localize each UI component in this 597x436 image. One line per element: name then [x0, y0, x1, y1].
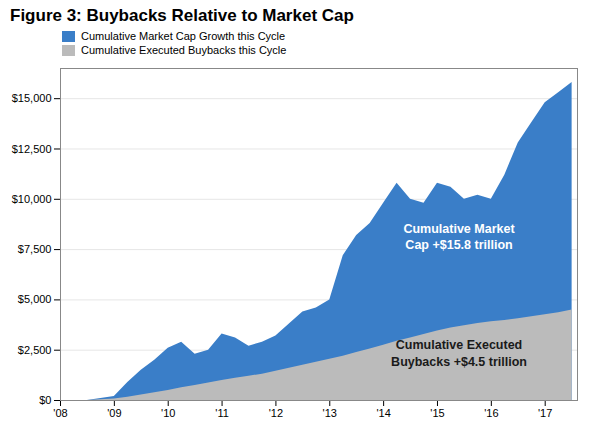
- svg-text:Cumulative ExecutedBuybacks +$: Cumulative ExecutedBuybacks +$4.5 trilli…: [391, 338, 527, 368]
- svg-text:$15,000: $15,000: [12, 92, 52, 104]
- svg-text:$12,500: $12,500: [12, 143, 52, 155]
- html-text:Figure 3: Buybacks Relative to: Figure 3: Buybacks Relative to Market Ca…: [10, 6, 354, 25]
- svg-text:'09: '09: [107, 407, 121, 419]
- svg-text:'15: '15: [430, 407, 444, 419]
- svg-text:$0: $0: [39, 394, 51, 406]
- svg-text:'14: '14: [376, 407, 390, 419]
- svg-text:$7,500: $7,500: [18, 243, 52, 255]
- svg-text:'11: '11: [215, 407, 229, 419]
- svg-text:$10,000: $10,000: [12, 193, 52, 205]
- svg-text:'17: '17: [538, 407, 552, 419]
- svg-text:'12: '12: [269, 407, 283, 419]
- svg-text:'08: '08: [53, 407, 67, 419]
- svg-text:'16: '16: [484, 407, 498, 419]
- html-text:Cumulative Market Cap Growth t: Cumulative Market Cap Growth this Cycle: [81, 30, 286, 42]
- html-text:Cumulative Executed Buybacks t: Cumulative Executed Buybacks this Cycle: [81, 44, 287, 56]
- svg-text:Cumulative MarketCap +$15.8 tr: Cumulative MarketCap +$15.8 trillion: [403, 222, 515, 252]
- svg-text:'10: '10: [161, 407, 175, 419]
- svg-text:'13: '13: [323, 407, 337, 419]
- svg-text:$2,500: $2,500: [18, 344, 52, 356]
- svg-text:$5,000: $5,000: [18, 293, 52, 305]
